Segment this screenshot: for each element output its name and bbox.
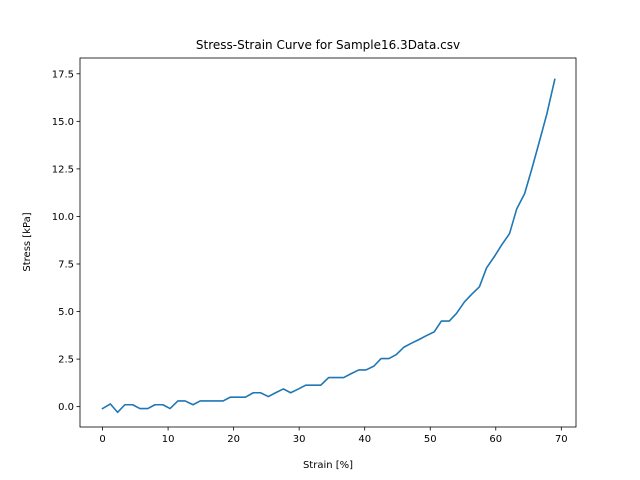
- y-tick-label: 5.0: [58, 307, 74, 318]
- y-axis-label: Stress [kPa]: [22, 212, 33, 271]
- x-axis-label: Strain [%]: [303, 460, 353, 471]
- stress-strain-line: [101, 78, 556, 414]
- x-tick-label: 70: [555, 434, 568, 445]
- x-tick-label: 30: [293, 434, 306, 445]
- x-tick-label: 20: [227, 434, 240, 445]
- y-tick-label: 15.0: [52, 117, 74, 128]
- y-tick-label: 12.5: [52, 164, 74, 175]
- x-tick-label: 60: [489, 434, 502, 445]
- y-tick-label: 2.5: [58, 355, 74, 366]
- y-tick-label: 7.5: [58, 259, 74, 270]
- x-tick-label: 10: [162, 434, 175, 445]
- x-tick-label: 0: [99, 434, 105, 445]
- x-tick-label: 50: [424, 434, 437, 445]
- x-tick-label: 40: [358, 434, 371, 445]
- y-tick-label: 17.5: [52, 69, 74, 80]
- chart-title: Stress-Strain Curve for Sample16.3Data.c…: [196, 38, 460, 52]
- x-axis-ticks: 0 10 20 30 40 50 60 70: [99, 427, 568, 445]
- y-tick-label: 10.0: [52, 212, 74, 223]
- y-tick-label: 0.0: [58, 402, 74, 413]
- y-axis-ticks: 0.0 2.5 5.0 7.5 10.0 12.5 15.0 17.5: [52, 69, 80, 413]
- plot-area: [79, 57, 577, 428]
